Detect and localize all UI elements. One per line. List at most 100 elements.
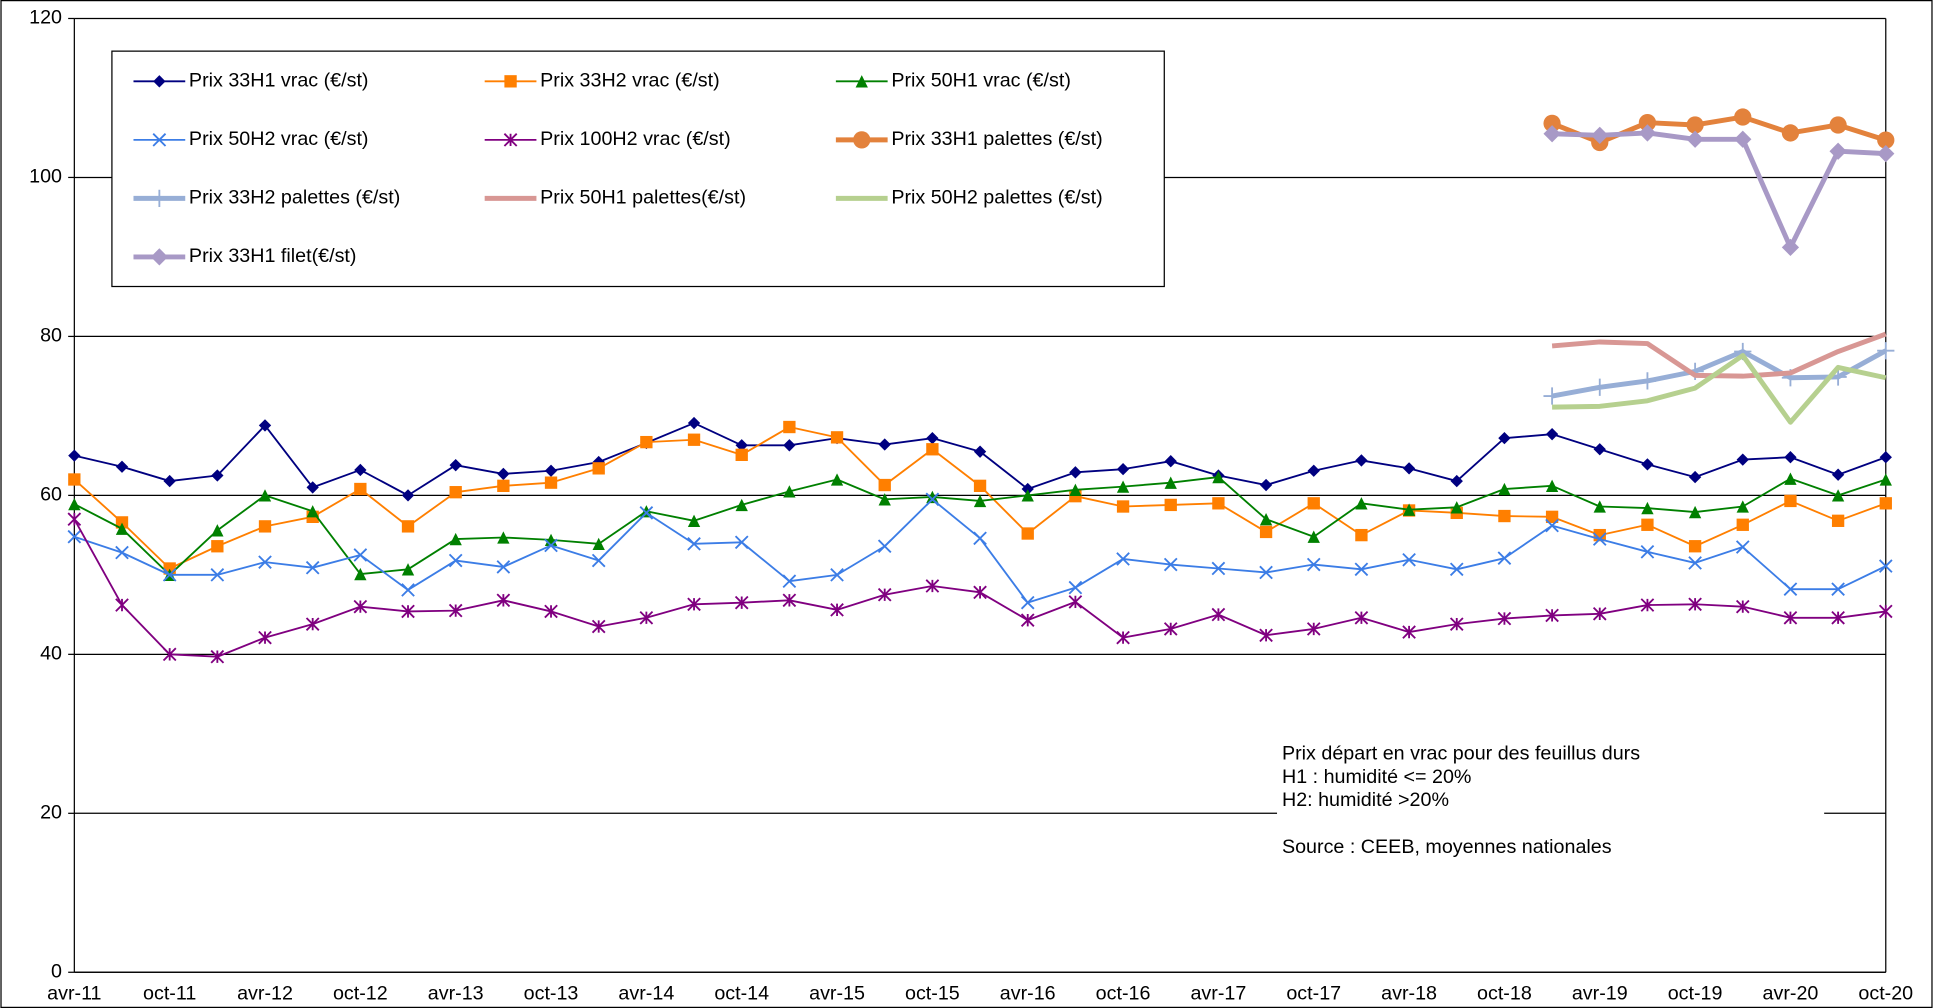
x-tick-label: avr-19 <box>1572 983 1628 1005</box>
marker <box>1829 116 1847 134</box>
marker <box>1306 622 1321 636</box>
x-tick-label: avr-16 <box>1000 983 1056 1005</box>
marker <box>68 497 81 511</box>
annotation: Source : CEEB, moyennes nationales <box>1282 836 1612 858</box>
marker <box>150 189 168 208</box>
marker <box>1638 372 1657 390</box>
marker <box>258 489 272 502</box>
marker <box>353 548 368 562</box>
marker <box>401 489 415 502</box>
marker <box>1829 142 1847 160</box>
marker <box>1784 472 1797 485</box>
legend-label: Prix 33H1 palettes (€/st) <box>891 128 1102 150</box>
y-tick-label: 120 <box>29 7 62 29</box>
marker <box>1878 559 1893 573</box>
marker <box>1543 114 1561 133</box>
x-tick-label: avr-17 <box>1190 983 1246 1005</box>
marker <box>592 462 605 475</box>
marker <box>305 560 320 575</box>
x-tick-label: oct-13 <box>524 983 579 1005</box>
marker <box>1879 497 1892 510</box>
marker <box>1069 483 1082 496</box>
annotation: H1 : humidité <= 20% <box>1282 766 1471 788</box>
marker <box>1212 470 1225 484</box>
marker <box>1498 482 1511 496</box>
marker <box>782 574 797 589</box>
marker <box>1736 500 1749 513</box>
marker <box>1879 451 1892 464</box>
marker <box>162 647 177 662</box>
marker <box>1878 604 1893 619</box>
marker <box>1307 530 1320 543</box>
marker <box>115 522 129 535</box>
marker <box>877 587 892 602</box>
y-tick-label: 60 <box>40 484 62 506</box>
marker <box>153 75 166 88</box>
marker <box>162 568 177 582</box>
marker <box>449 532 462 546</box>
legend-label: Prix 33H1 vrac (€/st) <box>189 70 369 92</box>
marker <box>1734 130 1752 148</box>
marker <box>115 460 129 473</box>
marker <box>1641 458 1654 471</box>
marker <box>926 490 939 504</box>
marker <box>211 524 224 537</box>
marker <box>973 585 987 600</box>
marker <box>497 467 510 481</box>
marker <box>401 583 415 597</box>
legend-label: Prix 33H1 filet(€/st) <box>189 245 357 267</box>
marker <box>1545 510 1559 523</box>
marker <box>258 555 272 569</box>
marker <box>1592 606 1607 621</box>
marker <box>401 604 415 619</box>
y-tick-label: 20 <box>40 802 62 824</box>
marker <box>1259 478 1273 492</box>
marker <box>973 479 987 492</box>
marker <box>1831 514 1845 527</box>
marker <box>1543 125 1561 143</box>
marker <box>210 568 225 582</box>
marker <box>1784 451 1797 464</box>
marker <box>734 595 749 610</box>
marker <box>687 416 701 430</box>
marker <box>1355 454 1368 467</box>
marker <box>68 473 81 486</box>
x-tick-label: oct-16 <box>1096 983 1151 1005</box>
marker <box>1354 562 1369 577</box>
marker <box>1450 501 1463 514</box>
marker <box>1831 468 1845 481</box>
x-tick-label: avr-11 <box>47 983 101 1005</box>
marker <box>401 563 415 576</box>
y-tick-label: 0 <box>51 960 62 982</box>
marker <box>1163 557 1178 572</box>
marker <box>1545 608 1559 623</box>
marker <box>1641 501 1654 515</box>
marker <box>503 133 518 147</box>
marker <box>1355 497 1368 510</box>
marker <box>1211 607 1226 622</box>
marker <box>735 439 748 452</box>
marker <box>1545 479 1559 492</box>
legend-label: Prix 33H2 vrac (€/st) <box>540 70 720 92</box>
marker <box>1259 525 1273 539</box>
marker <box>1498 509 1511 523</box>
marker <box>1592 532 1607 546</box>
x-tick-label: oct-17 <box>1286 983 1341 1005</box>
marker <box>877 539 892 554</box>
marker <box>1211 561 1226 576</box>
marker <box>354 567 367 581</box>
marker <box>1688 597 1702 612</box>
marker <box>1259 565 1273 580</box>
marker <box>1068 595 1083 609</box>
marker <box>782 593 797 608</box>
marker <box>735 498 748 512</box>
legend-label: Prix 50H2 palettes (€/st) <box>891 187 1102 209</box>
marker <box>1449 562 1464 577</box>
marker <box>1593 500 1606 513</box>
marker <box>1638 124 1657 142</box>
legend-label: Prix 50H1 palettes(€/st) <box>540 187 746 209</box>
marker <box>448 603 463 618</box>
marker <box>1497 611 1512 626</box>
marker <box>1069 466 1082 479</box>
